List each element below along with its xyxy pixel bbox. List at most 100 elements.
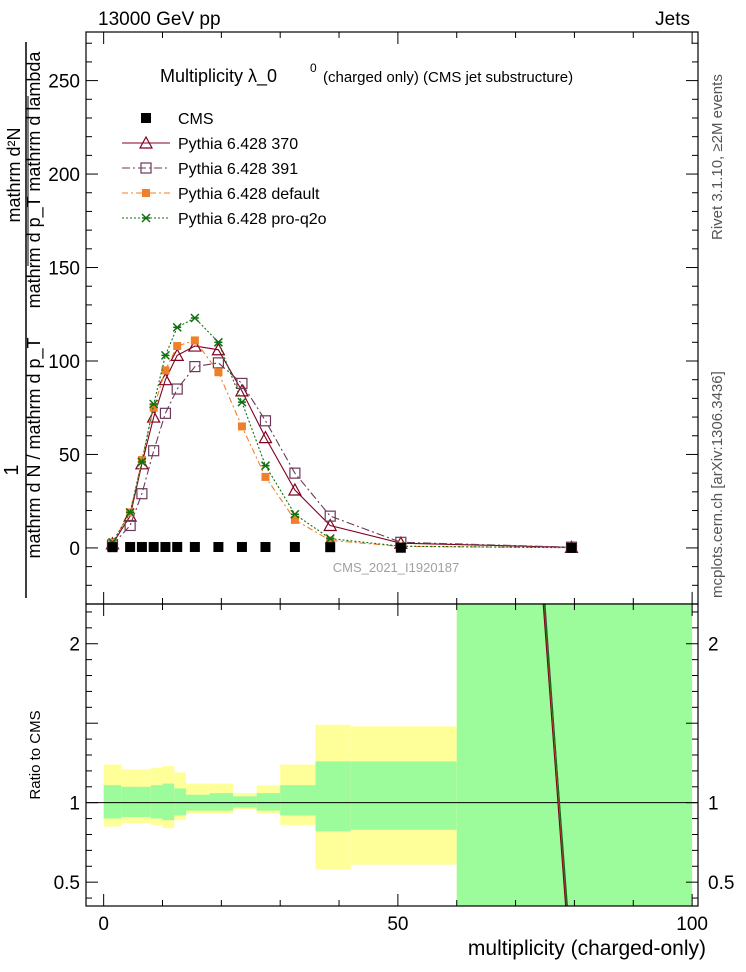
band-inner xyxy=(233,796,257,808)
series-point-0 xyxy=(170,348,185,361)
title-main: Multiplicity λ_0 xyxy=(160,66,277,87)
ratio-y-ticks: 0.5 0.5 1 1 2 2 xyxy=(54,611,734,899)
xtick-label: 100 xyxy=(676,914,708,935)
band-inner xyxy=(209,793,234,811)
ratio-line-3 xyxy=(542,603,567,907)
series-point-2 xyxy=(237,422,246,431)
series-point-3 xyxy=(325,534,335,544)
series-point-1 xyxy=(236,377,248,390)
band-inner xyxy=(315,761,351,832)
cms-point xyxy=(172,541,183,552)
series-point-0 xyxy=(187,338,202,352)
watermark: CMS_2021_I1920187 xyxy=(333,560,460,575)
series-point-0 xyxy=(258,430,273,444)
series-point-1 xyxy=(136,488,148,500)
cms-point xyxy=(160,541,171,552)
series-point-2 xyxy=(149,403,158,412)
cms-point xyxy=(148,541,159,552)
series-point-3 xyxy=(160,350,170,360)
series-point-1 xyxy=(189,361,201,373)
ylabel-denom: mathrm d N / mathrm d p_T xyxy=(24,337,45,558)
main-panel: 0 50 100 150 200 250 CMS_2021_I1920187 Multip… xyxy=(48,31,699,605)
series-point-2 xyxy=(290,515,299,524)
cms-point xyxy=(189,541,200,552)
cms-point xyxy=(395,542,406,553)
series-point-0 xyxy=(234,383,249,397)
legend-label: CMS xyxy=(178,111,214,128)
cms-point xyxy=(566,542,577,553)
series-point-1 xyxy=(324,510,336,522)
series-point-3 xyxy=(290,509,300,519)
series-line-2 xyxy=(112,339,572,549)
series-point-3 xyxy=(149,399,159,409)
cms-point xyxy=(289,541,300,552)
series-point-3 xyxy=(260,461,271,471)
ratio-ytick-label: 1 xyxy=(69,794,80,815)
main-ytick-label: 0 xyxy=(69,539,80,560)
cms-point xyxy=(213,541,224,552)
cms-point xyxy=(260,541,271,552)
legend-marker xyxy=(141,113,151,123)
main-marks xyxy=(105,313,579,553)
main-ylabel: 1 mathrm d²N mathrm d p_T mathrm d lambd… xyxy=(1,42,45,598)
band-inner xyxy=(103,785,122,819)
band-inner xyxy=(138,786,151,817)
series-point-2 xyxy=(161,366,170,375)
xtick-label: 50 xyxy=(387,914,408,935)
band-inner xyxy=(256,793,281,811)
header-left: 13000 GeV pp xyxy=(98,9,221,30)
series-line-3 xyxy=(112,317,572,549)
mcplots-label: mcplots.cern.ch [arXiv:1306.3436] xyxy=(709,371,726,598)
legend-label: Pythia 6.428 default xyxy=(178,186,320,203)
series-point-3 xyxy=(137,457,147,467)
legend-marker xyxy=(140,162,152,174)
series-point-2 xyxy=(261,472,270,481)
series-point-2 xyxy=(214,368,223,377)
ylabel-numerator: 1 xyxy=(1,464,23,475)
legend: CMS Pythia 6.428 370 Pythia 6.428 391 Pythi… xyxy=(122,111,327,228)
series-point-3 xyxy=(190,313,200,323)
series-point-1 xyxy=(212,357,225,369)
cms-point xyxy=(236,541,247,552)
series-point-1 xyxy=(124,519,136,532)
series-point-0 xyxy=(287,482,302,496)
ratio-line-0 xyxy=(543,603,567,907)
main-ytick-label: 50 xyxy=(59,445,80,466)
ratio-ylabel: Ratio to CMS xyxy=(27,710,44,799)
main-ytick-label: 200 xyxy=(48,165,80,186)
title-subtitle: (charged only) (CMS jet substructure) xyxy=(323,69,573,86)
cms-point xyxy=(107,542,118,553)
ratio-line-2 xyxy=(543,603,568,907)
ratio-bands xyxy=(86,604,698,906)
band-inner xyxy=(456,604,693,906)
band-inner xyxy=(280,785,316,816)
band-inner xyxy=(121,786,139,817)
series-point-3 xyxy=(237,397,247,407)
ratio-ytick-label-right: 2 xyxy=(708,635,719,656)
series-point-1 xyxy=(159,407,172,419)
rivet-label: Rivet 3.1.10, ≥2M events xyxy=(709,74,726,240)
series-point-1 xyxy=(148,445,160,457)
band-inner xyxy=(174,788,187,816)
series-line-1 xyxy=(112,362,572,548)
series-line-0 xyxy=(112,345,572,548)
ylabel-den-lower: mathrm d p_T mathrm d lambda xyxy=(24,51,45,309)
ylabel-den-upper: mathrm d²N xyxy=(4,127,24,222)
main-title: Multiplicity λ_0 0 (charged only) (CMS j… xyxy=(160,61,573,87)
x-ticks: 0 50 100 xyxy=(98,604,708,935)
ratio-ytick-label: 2 xyxy=(69,635,80,656)
cms-point xyxy=(125,541,136,552)
main-ytick-label: 250 xyxy=(48,72,80,93)
ratio-panel: 0.5 0.5 1 1 2 2 0 50 100 xyxy=(54,603,734,935)
series-point-2 xyxy=(190,336,199,345)
title-superscript: 0 xyxy=(310,61,317,75)
legend-label: Pythia 6.428 391 xyxy=(178,161,298,178)
band-inner xyxy=(350,761,457,830)
series-point-0 xyxy=(211,342,226,356)
series-point-0 xyxy=(323,518,338,532)
series-point-3 xyxy=(125,507,135,517)
series-point-1 xyxy=(259,415,272,427)
ratio-ytick-label-right: 0.5 xyxy=(708,873,734,894)
band-inner xyxy=(162,783,175,821)
ratio-ytick-label: 0.5 xyxy=(54,873,80,894)
